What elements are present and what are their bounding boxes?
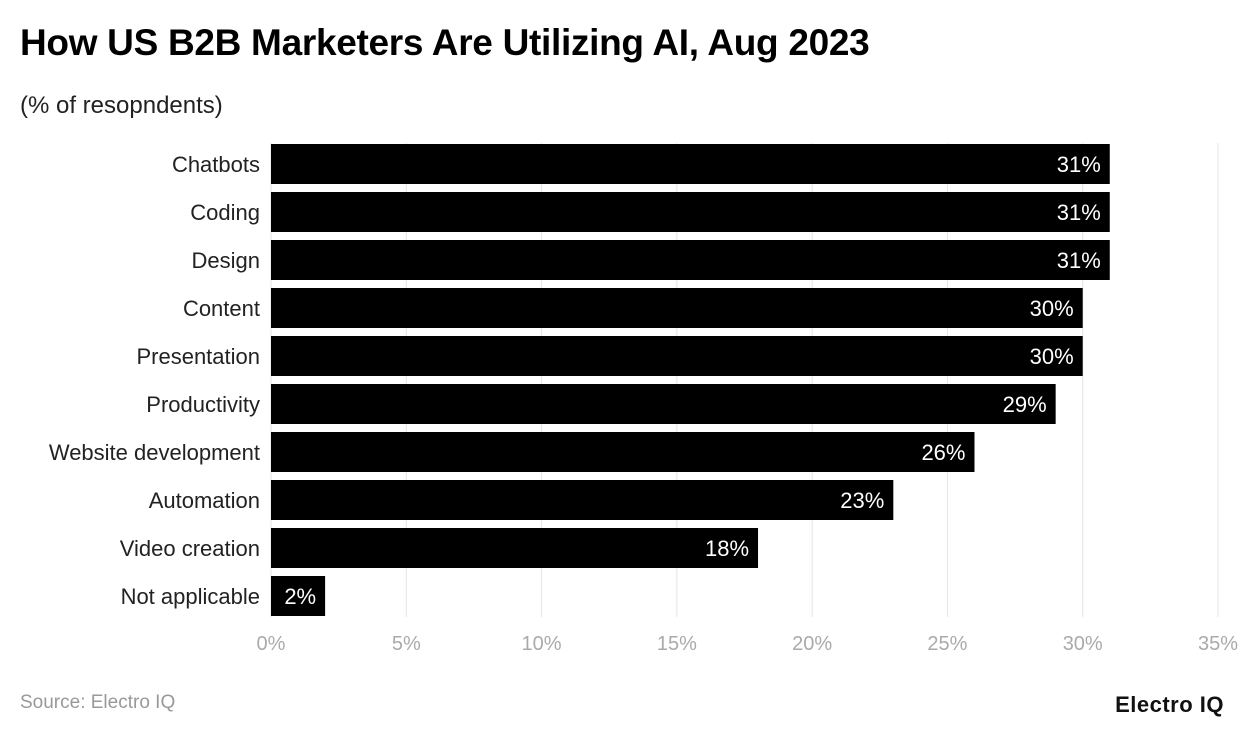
- category-label: Coding: [190, 200, 260, 225]
- bar: [271, 480, 894, 520]
- category-label: Content: [183, 296, 260, 321]
- x-tick-label: 30%: [1063, 633, 1103, 655]
- bar: [271, 240, 1110, 280]
- category-label: Not applicable: [121, 584, 260, 609]
- data-label: 29%: [1003, 392, 1047, 417]
- category-label: Website development: [49, 440, 260, 465]
- bar: [271, 192, 1110, 232]
- data-label: 30%: [1030, 296, 1074, 321]
- x-tick-label: 35%: [1198, 633, 1238, 655]
- bar: [271, 144, 1110, 184]
- bar: [271, 336, 1083, 376]
- data-label: 31%: [1057, 200, 1101, 225]
- data-label: 18%: [705, 536, 749, 561]
- bar: [271, 528, 759, 568]
- bar: [271, 384, 1056, 424]
- bar: [271, 432, 975, 472]
- data-label: 31%: [1057, 152, 1101, 177]
- category-label: Chatbots: [172, 152, 260, 177]
- electro-iq-logo: Electro IQ: [1115, 692, 1224, 717]
- category-label: Presentation: [136, 344, 260, 369]
- x-tick-label: 10%: [522, 633, 562, 655]
- data-label: 2%: [284, 584, 316, 609]
- x-tick-label: 0%: [257, 633, 286, 655]
- x-tick-label: 15%: [657, 633, 697, 655]
- category-label: Video creation: [120, 536, 260, 561]
- data-label: 31%: [1057, 248, 1101, 273]
- category-label: Productivity: [146, 392, 260, 417]
- chart-title: How US B2B Marketers Are Utilizing AI, A…: [20, 22, 870, 63]
- data-label: 26%: [921, 440, 965, 465]
- data-label: 23%: [840, 488, 884, 513]
- category-label: Design: [192, 248, 260, 273]
- x-tick-label: 25%: [927, 633, 967, 655]
- x-tick-label: 5%: [392, 633, 421, 655]
- bar: [271, 288, 1083, 328]
- source-note: Source: Electro IQ: [20, 692, 176, 713]
- x-tick-label: 20%: [792, 633, 832, 655]
- category-label: Automation: [149, 488, 260, 513]
- chart-subtitle: (% of resopndents): [20, 92, 223, 119]
- data-label: 30%: [1030, 344, 1074, 369]
- bar: [271, 576, 326, 616]
